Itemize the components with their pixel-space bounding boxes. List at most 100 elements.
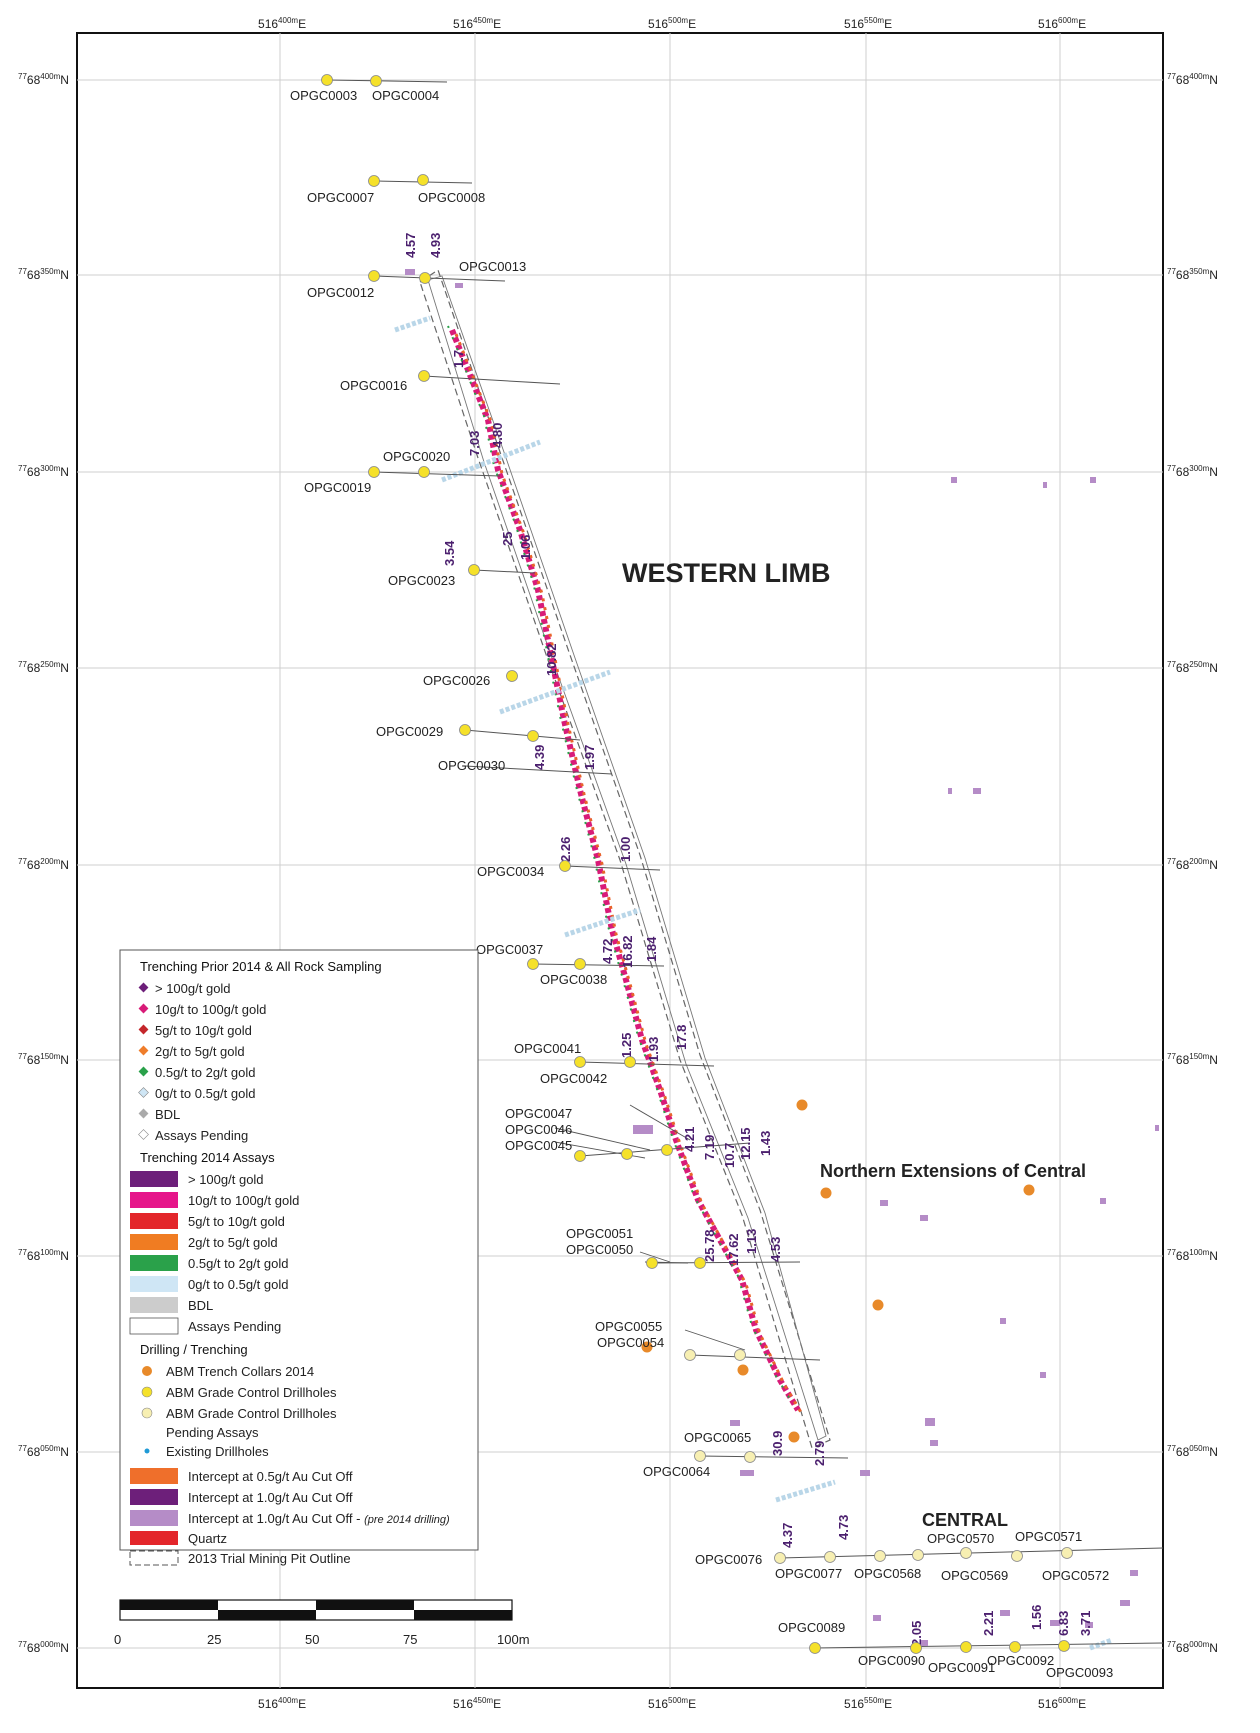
hole-label: OPGC0051 [566, 1226, 633, 1241]
legend-item: 0g/t to 0.5g/t gold [155, 1086, 255, 1101]
intercept-label: 1.06 [518, 535, 533, 560]
intercept-label: 30.9 [770, 1431, 785, 1456]
trench-collar-marker [641, 1341, 653, 1353]
easting-label: 516600mE [1038, 1696, 1086, 1711]
hole-label: OPGC0042 [540, 1071, 607, 1086]
hole-label: OPGC0572 [1042, 1568, 1109, 1583]
intercept-label: 1.25 [619, 1033, 634, 1058]
intercept-label: 1.84 [644, 936, 659, 962]
intercept-label: 7.03 [467, 431, 482, 456]
area-title-central: CENTRAL [922, 1510, 1008, 1530]
intercept-label: 4.57 [403, 233, 418, 258]
hole-label: OPGC0037 [476, 942, 543, 957]
drillhole-collars [321, 74, 1073, 1654]
easting-labels-bottom: 516400mE 516450mE 516500mE 516550mE 5166… [258, 1696, 1086, 1711]
easting-label: 516500mE [648, 1696, 696, 1711]
intercept-label: 4.21 [682, 1127, 697, 1152]
intercept-label: 4.53 [768, 1237, 783, 1262]
northing-label: 7768250mN [18, 660, 69, 675]
intercept-label: 4.37 [780, 1523, 795, 1548]
intercept-label: 25 [500, 532, 515, 546]
hole-label: OPGC0023 [388, 573, 455, 588]
intercept-label: 4.80 [490, 423, 505, 448]
hole-label: OPGC0092 [987, 1653, 1054, 1668]
northing-label: 7768050mN [1167, 1444, 1218, 1459]
area-title-western-limb: WESTERN LIMB [622, 558, 831, 588]
easting-label: 516450mE [453, 1696, 501, 1711]
intercept-label: 10.82 [544, 643, 559, 676]
vein-trace [447, 325, 804, 1415]
legend-item: 0g/t to 0.5g/t gold [188, 1277, 288, 1292]
trench-collar-marker [820, 1187, 832, 1199]
northing-label: 7768300mN [1167, 464, 1218, 479]
northing-label: 7768350mN [1167, 267, 1218, 282]
scale-tick: 25 [207, 1632, 221, 1647]
easting-label: 516500mE [648, 16, 696, 31]
scale-tick: 0 [114, 1632, 121, 1647]
intercept-label: 2.26 [558, 837, 573, 862]
intercept-label: 4.72 [600, 939, 615, 964]
intercept-label: 17.8 [674, 1025, 689, 1050]
hole-label: OPGC0016 [340, 378, 407, 393]
hole-label: OPGC0064 [643, 1464, 710, 1479]
intercept-label: 4.39 [532, 745, 547, 770]
trench-collar-marker [737, 1364, 749, 1376]
hole-label: OPGC0569 [941, 1568, 1008, 1583]
easting-labels-top: 516400mE 516450mE 516500mE 516550mE 5166… [258, 16, 1086, 31]
hole-label: OPGC0047 [505, 1106, 572, 1121]
hole-label: OPGC0007 [307, 190, 374, 205]
intercept-label: 1.13 [744, 1229, 759, 1254]
legend-item: > 100g/t gold [188, 1172, 264, 1187]
northing-labels-right: 7768400mN 7768350mN 7768300mN 7768250mN … [1167, 72, 1218, 1655]
intercept-label: 3.71 [1078, 1611, 1093, 1636]
legend-section3-swatches [141, 1366, 153, 1454]
trench-collar-marker [1023, 1184, 1035, 1196]
legend-section-title: Trenching 2014 Assays [140, 1150, 275, 1165]
hole-label: OPGC0013 [459, 259, 526, 274]
legend-item: Assays Pending [155, 1128, 248, 1143]
scale-tick: 75 [403, 1632, 417, 1647]
legend-item: Quartz [188, 1531, 227, 1546]
intercept-label: 17.62 [726, 1233, 741, 1266]
easting-label: 516600mE [1038, 16, 1086, 31]
intercept-label: 16.82 [620, 935, 635, 968]
pre2014-intercepts [405, 269, 1159, 1646]
legend-item: BDL [188, 1298, 213, 1313]
hole-label: OPGC0050 [566, 1242, 633, 1257]
legend-item: 2g/t to 5g/t gold [188, 1235, 278, 1250]
hole-label: OPGC0046 [505, 1122, 572, 1137]
hole-label: OPGC0029 [376, 724, 443, 739]
intercept-label: 1.56 [1029, 1605, 1044, 1630]
legend-item: Intercept at 0.5g/t Au Cut Off [188, 1469, 353, 1484]
legend-pit-item: 2013 Trial Mining Pit Outline [129, 1550, 351, 1566]
northing-label: 7768000mN [18, 1640, 69, 1655]
hole-label: OPGC0571 [1015, 1529, 1082, 1544]
hole-label: OPGC0020 [383, 449, 450, 464]
trench-collar-marker [872, 1299, 884, 1311]
northing-label: 7768300mN [18, 464, 69, 479]
legend-section1-swatches [138, 982, 149, 1140]
hole-label: OPGC0003 [290, 88, 357, 103]
scale-tick: 50 [305, 1632, 319, 1647]
intercept-label: 2.79 [812, 1441, 827, 1466]
easting-label: 516550mE [844, 16, 892, 31]
trenches-lightblue [394, 315, 1113, 1651]
intercept-label: 6.83 [1056, 1611, 1071, 1636]
intercept-label: 3.54 [442, 540, 457, 566]
scale-bar: 0 25 50 75 100m [114, 1599, 530, 1647]
intercept-label: 2.05 [909, 1621, 924, 1646]
legend-item: Pending Assays [166, 1425, 259, 1440]
northing-label: 7768100mN [1167, 1248, 1218, 1263]
intercept-label: 4.93 [428, 233, 443, 258]
legend-item: 0.5g/t to 2g/t gold [188, 1256, 288, 1271]
northing-label: 7768400mN [18, 72, 69, 87]
legend-section-title: Drilling / Trenching [140, 1342, 248, 1357]
intercept-label: 1.7 [451, 350, 466, 368]
hole-label: OPGC0089 [778, 1620, 845, 1635]
hole-label: OPGC0065 [684, 1430, 751, 1445]
trench-collar-marker [796, 1099, 808, 1111]
hole-label: OPGC0091 [928, 1660, 995, 1675]
northing-label: 7768200mN [1167, 857, 1218, 872]
northing-label: 7768100mN [18, 1248, 69, 1263]
trench-collar-marker [788, 1431, 800, 1443]
